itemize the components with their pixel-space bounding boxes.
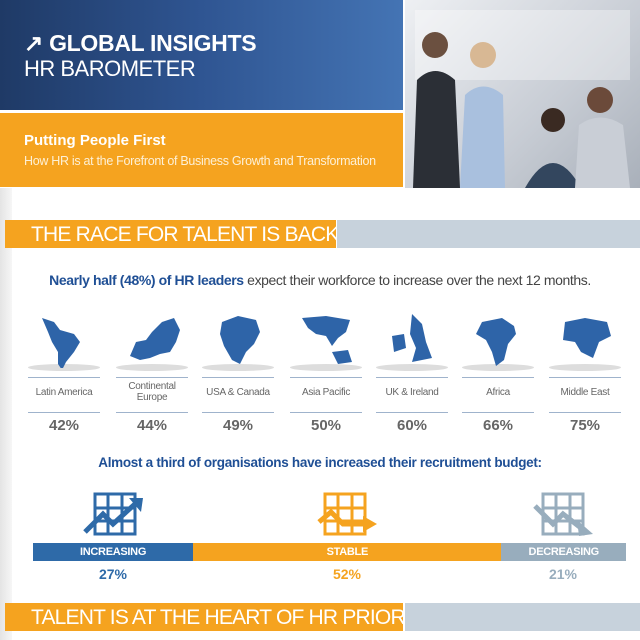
region-continental-europe: Continental Europe 44% [114, 312, 190, 434]
header-subtitle: HR BAROMETER [24, 56, 196, 81]
map-shadow [116, 364, 188, 371]
banner-subtitle: How HR is at the Forefront of Business G… [24, 154, 376, 168]
region-percent: 44% [136, 417, 168, 434]
decreasing-chart-icon [533, 492, 593, 536]
divider [376, 377, 448, 378]
map-shadow [290, 364, 362, 371]
map-shadow [549, 364, 621, 371]
region-percent: 50% [310, 417, 342, 434]
budget-percent-increasing: 27% [98, 566, 128, 582]
region-middle-east: Middle East 75% [547, 312, 623, 434]
header-banner [0, 0, 403, 110]
section-header-fill [405, 603, 640, 631]
region-map-icon [220, 316, 260, 364]
divider [202, 412, 274, 413]
divider [116, 412, 188, 413]
region-percent: 66% [482, 417, 514, 434]
people-illustration [413, 10, 630, 188]
region-latin-america: Latin America 42% [26, 312, 102, 434]
region-map-icon [130, 318, 180, 360]
left-margin-strip [0, 188, 12, 640]
map-shadow [28, 364, 100, 371]
budget-question: Almost a third of organisations have inc… [98, 455, 542, 470]
workforce-statement: Nearly half (48%) of HR leaders expect t… [0, 272, 640, 288]
divider [116, 377, 188, 378]
region-label: UK & Ireland [385, 386, 439, 398]
region-percent: 49% [222, 417, 254, 434]
region-map-icon [42, 318, 80, 368]
budget-segment-stable: STABLE [193, 543, 502, 561]
budget-segment-decreasing: DECREASING [501, 543, 626, 561]
region-uk-ireland: UK & Ireland 60% [374, 312, 450, 434]
region-percent: 60% [396, 417, 428, 434]
region-percent: 75% [569, 417, 601, 434]
region-label: USA & Canada [206, 386, 270, 398]
header-title-text: GLOBAL INSIGHTS [49, 30, 257, 56]
region-map-icon [302, 316, 352, 364]
statement-highlight: Nearly half (48%) of HR leaders [49, 272, 244, 288]
region-label: Africa [486, 386, 510, 398]
divider [549, 412, 621, 413]
divider [462, 412, 534, 413]
budget-percent-decreasing: 21% [548, 566, 578, 582]
region-label: Continental Europe [128, 381, 176, 403]
divider [462, 377, 534, 378]
region-map-icon [563, 318, 611, 358]
budget-percent-stable: 52% [332, 566, 362, 582]
section-header-race-for-talent: THE RACE FOR TALENT IS BACK ON [5, 220, 374, 248]
region-label: Asia Pacific [301, 386, 351, 398]
divider [28, 412, 100, 413]
region-asia-pacific: Asia Pacific 50% [288, 312, 364, 434]
statement-text: expect their workforce to increase over … [243, 272, 591, 288]
region-percent: 42% [48, 417, 80, 434]
map-shadow [462, 364, 534, 371]
map-shadow [376, 364, 448, 371]
arrow-up-right-icon: ↗ [24, 30, 43, 56]
map-shadow [202, 364, 274, 371]
region-label: Middle East [560, 386, 610, 398]
subtitle-banner [0, 113, 403, 187]
region-label: Latin America [35, 386, 93, 398]
divider [290, 377, 362, 378]
region-africa: Africa 66% [460, 312, 536, 434]
section-header-fill [337, 220, 640, 248]
region-usa-canada: USA & Canada 49% [200, 312, 276, 434]
banner-title: Putting People First [24, 132, 166, 149]
header-title: ↗ GLOBAL INSIGHTS [24, 30, 257, 57]
divider [549, 377, 621, 378]
region-map-icon [392, 314, 432, 362]
budget-segment-increasing: INCREASING [33, 543, 194, 561]
divider [202, 377, 274, 378]
business-people-photo [405, 0, 640, 188]
divider [376, 412, 448, 413]
region-map-icon [476, 318, 516, 366]
stable-chart-icon [317, 492, 377, 536]
section-header-talent-priorities: TALENT IS AT THE HEART OF HR PRIORITIES [5, 603, 454, 631]
increasing-chart-icon [83, 492, 143, 536]
divider [28, 377, 100, 378]
divider [290, 412, 362, 413]
